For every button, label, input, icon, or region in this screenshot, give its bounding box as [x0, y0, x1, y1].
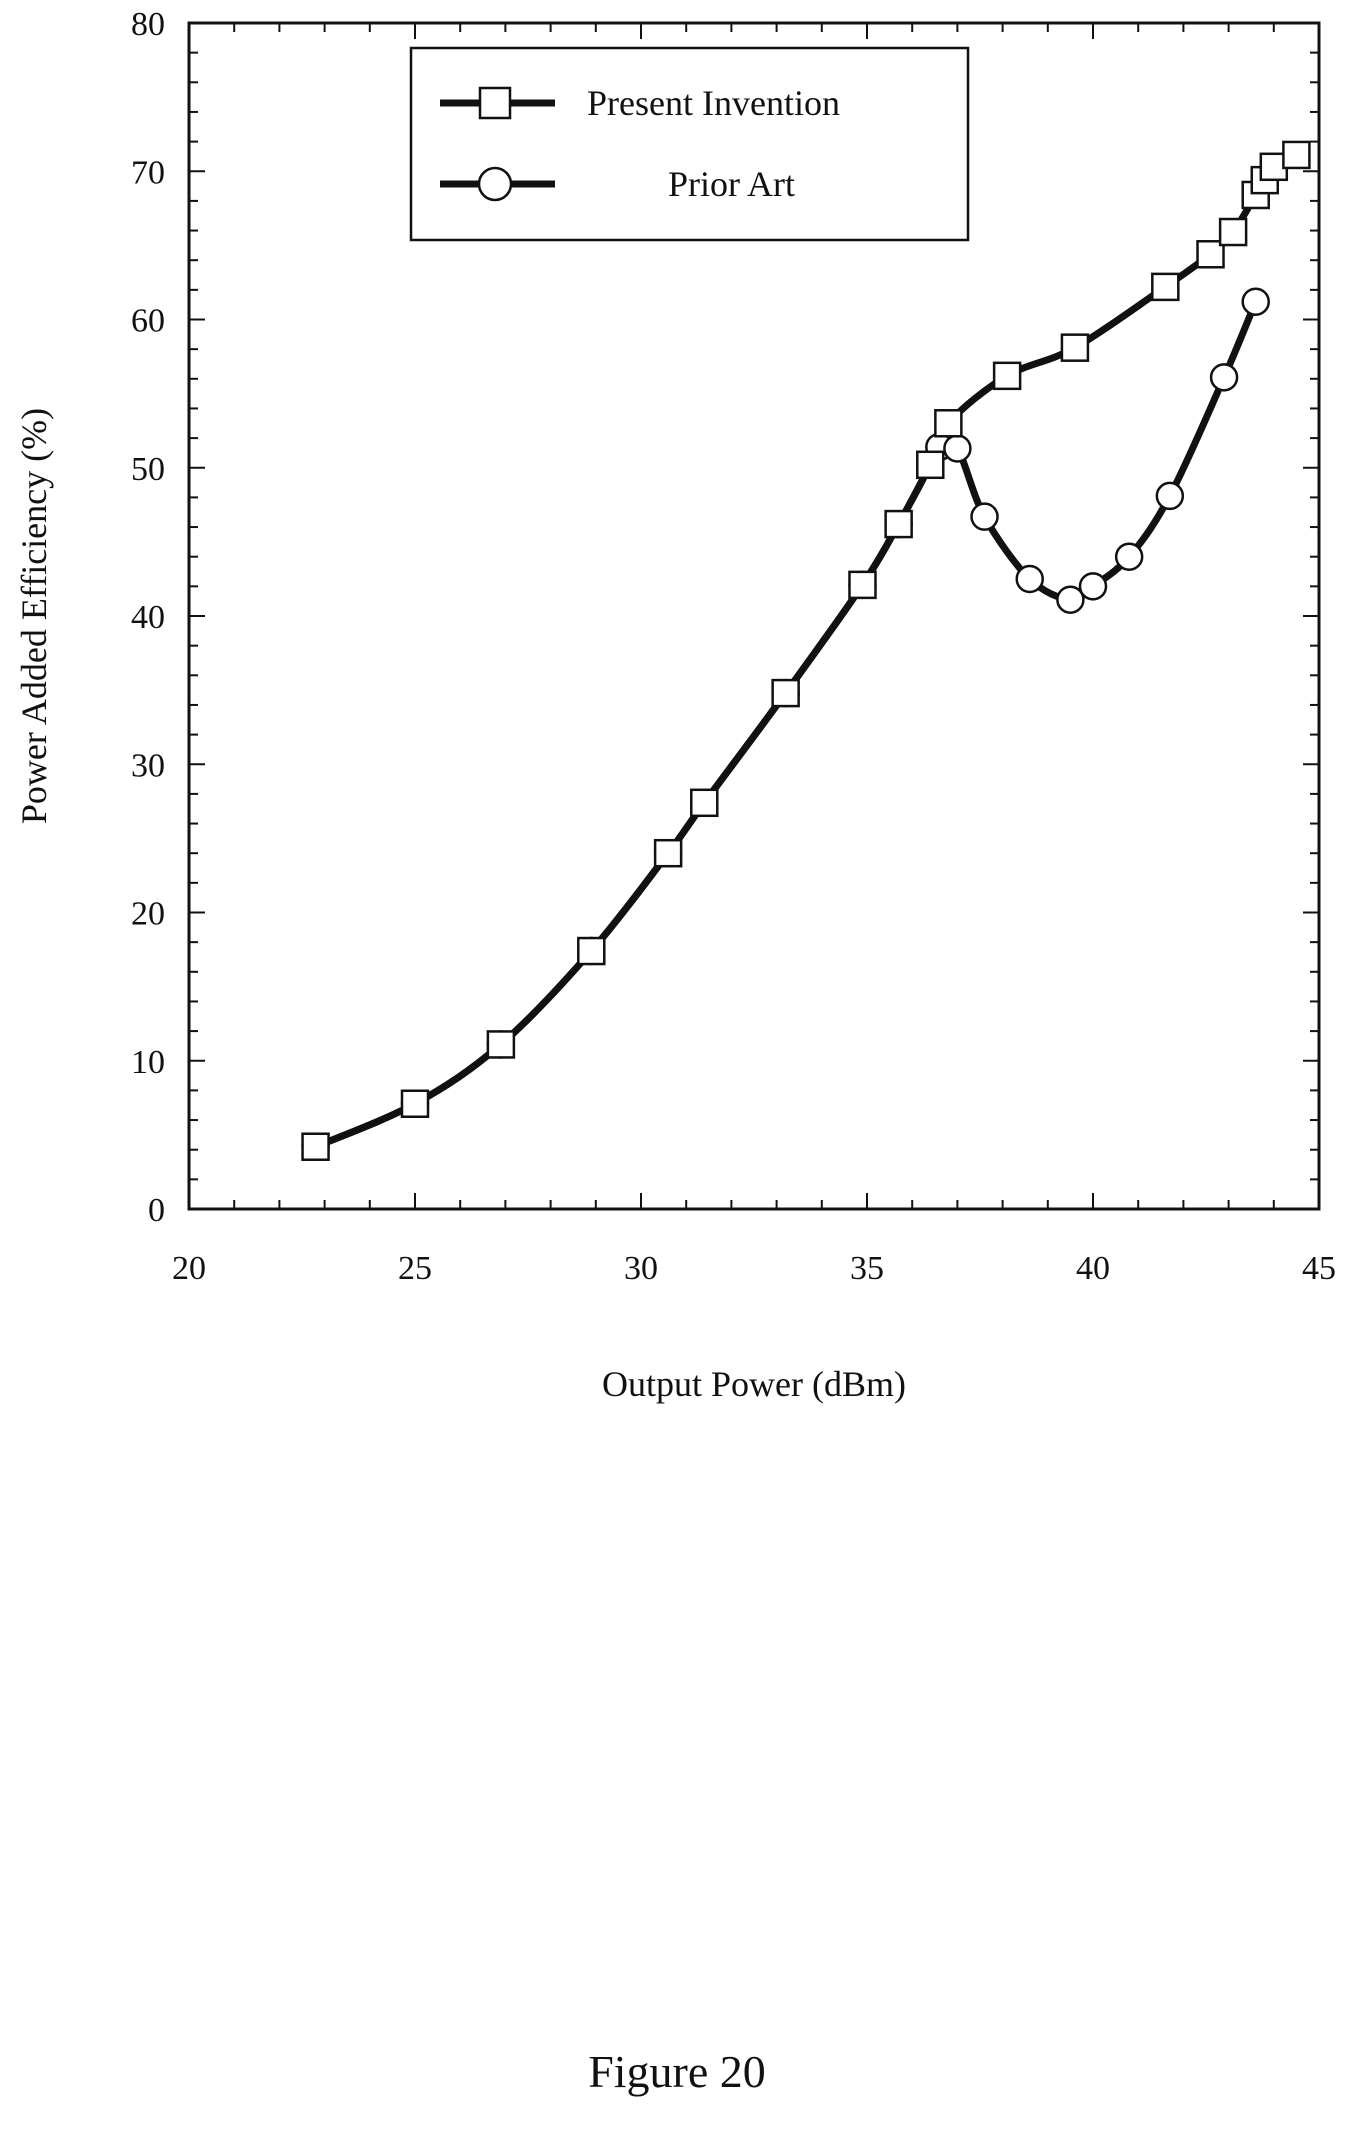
legend-label-present-invention: Present Invention — [587, 83, 840, 123]
data-point-present-invention — [486, 1030, 516, 1059]
y-tick-label: 20 — [131, 896, 165, 933]
data-point-prior-art — [1015, 564, 1044, 594]
data-point-present-invention — [400, 1089, 430, 1118]
y-tick-label: 50 — [131, 451, 165, 488]
data-point-prior-art — [1155, 481, 1185, 511]
data-point-prior-art — [1114, 542, 1144, 571]
data-point-present-invention — [1151, 272, 1180, 302]
legend-entry-prior-art: Prior Art — [440, 164, 795, 204]
legend-box — [409, 46, 970, 242]
series-line-prior-art — [312, 298, 1260, 1151]
data-point-present-invention — [934, 409, 963, 438]
data-point-prior-art — [970, 502, 999, 531]
data-point-present-invention — [884, 509, 913, 539]
data-point-prior-art — [943, 434, 972, 463]
x-tick-label: 40 — [1076, 1250, 1110, 1287]
y-axis-title: Power Added Efficiency (%) — [14, 408, 54, 824]
legend-label-prior-art: Prior Art — [668, 164, 795, 204]
square-marker-icon — [478, 86, 512, 120]
x-tick-label: 35 — [850, 1250, 884, 1287]
data-point-present-invention — [1060, 333, 1090, 362]
x-axis-ticks: 20 25 30 35 40 45 — [172, 23, 1336, 1287]
legend-entry-present-invention: Present Invention — [440, 83, 840, 123]
data-point-present-invention — [916, 450, 945, 480]
data-point-present-invention — [771, 678, 800, 708]
data-point-present-invention — [577, 936, 606, 966]
data-point-present-invention — [653, 838, 683, 868]
data-point-present-invention — [301, 1132, 330, 1161]
data-point-prior-art — [1056, 585, 1085, 614]
x-tick-label: 30 — [624, 1250, 658, 1287]
data-point-prior-art — [1209, 363, 1239, 392]
y-tick-label: 80 — [131, 6, 165, 43]
y-tick-label: 70 — [131, 154, 165, 191]
data-point-present-invention — [848, 570, 877, 600]
data-point-present-invention — [992, 361, 1022, 391]
x-tick-label: 20 — [172, 1250, 206, 1287]
x-tick-label: 25 — [398, 1250, 432, 1287]
y-tick-label: 60 — [131, 303, 165, 340]
data-point-prior-art — [1241, 287, 1270, 316]
data-point-present-invention — [1218, 217, 1248, 247]
series-layer — [301, 140, 1311, 1161]
y-tick-label: 40 — [131, 599, 165, 636]
data-point-present-invention — [1282, 140, 1311, 170]
y-tick-label: 30 — [131, 747, 165, 784]
circle-marker-icon — [477, 166, 513, 202]
y-tick-label: 10 — [131, 1044, 165, 1081]
y-axis-ticks: 0 10 20 30 40 50 60 70 80 — [131, 6, 1319, 1229]
y-tick-label: 0 — [148, 1192, 165, 1229]
data-point-present-invention — [690, 788, 719, 818]
series-line-present-invention — [312, 151, 1300, 1151]
x-tick-label: 45 — [1302, 1250, 1336, 1287]
figure-caption: Figure 20 — [588, 2046, 766, 2097]
x-axis-title: Output Power (dBm) — [602, 1364, 906, 1404]
data-point-prior-art — [1078, 572, 1108, 601]
